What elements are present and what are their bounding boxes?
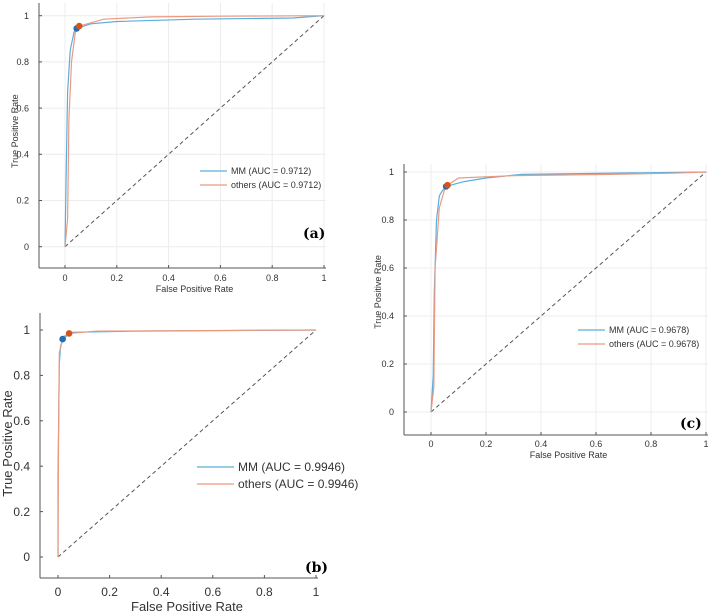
x-tick-label: 0.6	[214, 273, 227, 283]
x-tick-label: 0.4	[535, 439, 548, 449]
legend-label: MM (AUC = 0.9678)	[609, 325, 689, 335]
legend-label: MM (AUC = 0.9946)	[238, 460, 345, 474]
x-tick-label: 0.8	[256, 585, 273, 599]
x-axis-label: False Positive Rate	[530, 450, 608, 460]
y-tick-label: 0.4	[13, 459, 30, 473]
y-tick-label: 0.6	[13, 414, 30, 428]
y-tick-label: 0.2	[13, 505, 30, 519]
operating-point-marker-mm	[59, 335, 66, 343]
x-tick-label: 0.2	[101, 585, 118, 599]
y-axis-label: True Positive Rate	[0, 390, 15, 496]
y-tick-label: 0.8	[381, 215, 394, 225]
y-tick-label: 0.4	[16, 149, 29, 159]
x-tick-label: 0.2	[480, 439, 493, 449]
roc-panel-c: 0 0.2 0.4 0.6 0.8 1 0 0.2 0.4 0.6 0.8 1 False Positi…	[373, 164, 709, 460]
y-tick-label: 1	[389, 167, 394, 177]
x-axis-label: False Positive Rate	[156, 284, 234, 294]
roc-panel-a: 0 0.2 0.4 0.6 0.8 1 0 0.2 0.4 0.6 0.8 1 False Positi…	[10, 3, 327, 294]
x-tick-label: 0.4	[153, 585, 170, 599]
legend-label: others (AUC = 0.9678)	[609, 339, 699, 349]
x-tick-label: 0.8	[645, 439, 658, 449]
legend-label: others (AUC = 0.9712)	[231, 180, 321, 190]
operating-point-marker-others	[444, 181, 451, 189]
x-tick-label: 0.2	[111, 273, 124, 283]
x-tick-label: 1	[313, 585, 320, 599]
y-tick-label: 0	[23, 550, 30, 564]
x-tick-label: 0.6	[590, 439, 603, 449]
y-tick-label: 0.6	[381, 263, 394, 273]
chance-diagonal-line	[430, 171, 707, 413]
legend-label: MM (AUC = 0.9712)	[231, 166, 311, 176]
y-tick-label: 0	[389, 407, 394, 417]
x-tick-label: 1	[321, 273, 326, 283]
x-tick-label: 0	[55, 585, 62, 599]
x-tick-label: 0	[62, 273, 67, 283]
chance-diagonal-line	[57, 329, 317, 558]
panel-label: (b)	[305, 560, 328, 576]
x-tick-label: 0.4	[162, 273, 175, 283]
y-tick-label: 0.6	[16, 103, 29, 113]
y-axis-label: True Positive Rate	[10, 94, 20, 168]
roc-panel-b: 0 0.2 0.4 0.6 0.8 1 0 0.2 0.4 0.6 0.8 1 False Positi…	[0, 313, 358, 614]
chance-diagonal-line	[64, 15, 325, 248]
panel-label: (c)	[680, 416, 702, 432]
x-tick-label: 0.8	[266, 273, 279, 283]
x-tick-label: 1	[703, 439, 708, 449]
y-tick-label: 0.8	[13, 369, 30, 383]
y-axis-label: True Positive Rate	[373, 255, 383, 329]
operating-point-marker-others	[75, 22, 83, 30]
y-tick-label: 1	[23, 323, 30, 337]
y-tick-label: 1	[24, 11, 29, 21]
legend-label: others (AUC = 0.9946)	[238, 477, 358, 491]
x-axis-label: False Positive Rate	[131, 599, 243, 614]
y-tick-label: 0.4	[381, 311, 394, 321]
y-tick-label: 0	[24, 242, 29, 252]
y-tick-label: 0.2	[16, 196, 29, 206]
operating-point-marker-others	[65, 330, 73, 337]
y-tick-label: 0.2	[381, 359, 394, 369]
x-tick-label: 0	[428, 439, 433, 449]
x-tick-label: 0.6	[204, 585, 221, 599]
y-tick-label: 0.8	[16, 57, 29, 67]
panel-label: (a)	[303, 226, 325, 242]
